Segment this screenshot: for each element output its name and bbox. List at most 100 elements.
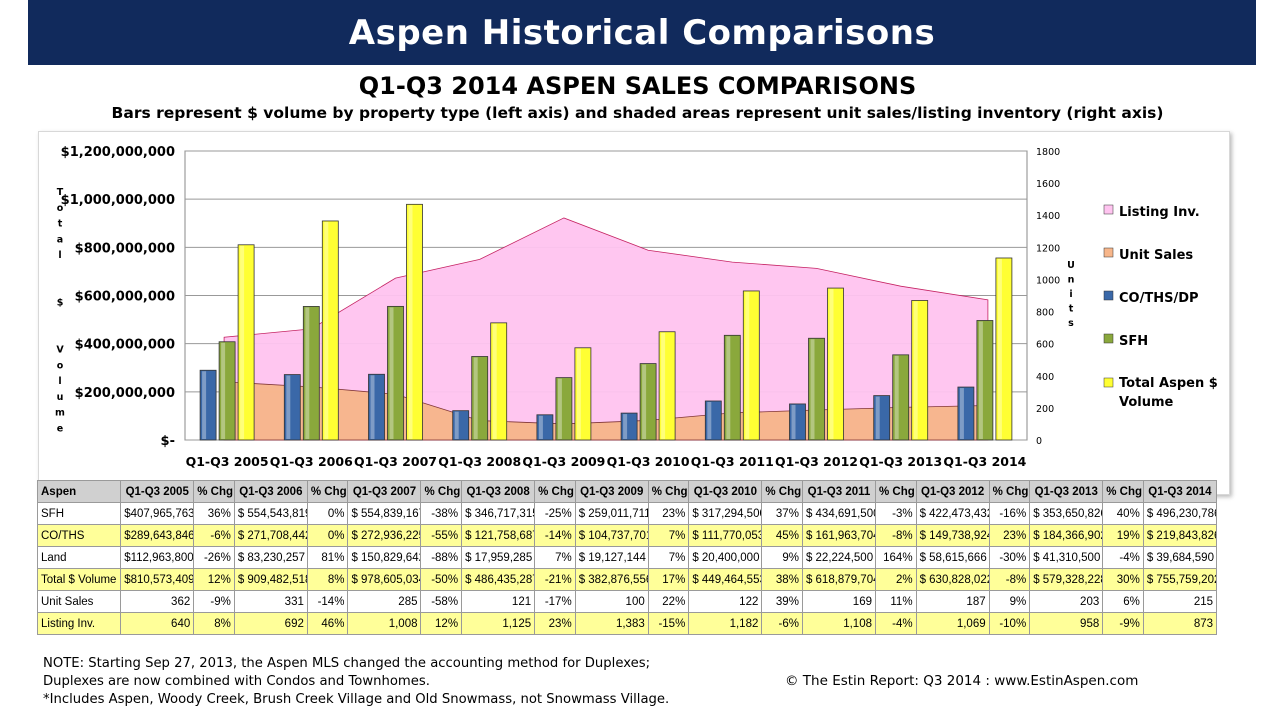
table-cell: -3% <box>874 502 917 525</box>
table-cell: 100 <box>574 590 649 613</box>
table-cell: -4% <box>1102 546 1144 569</box>
left-axis-label-char: a <box>57 234 63 245</box>
table-cell: $ 149,738,924 <box>915 524 990 547</box>
bar-highlight <box>959 388 964 439</box>
bar-total-aspen-volume <box>658 331 676 441</box>
table-header-cell: Q1-Q3 2012 <box>915 480 990 503</box>
category-label: Q1-Q3 2014 <box>943 454 1026 469</box>
legend-label: Unit Sales <box>1119 248 1193 263</box>
table-header-cell: % Chg <box>988 480 1031 503</box>
table-header-cell: % Chg <box>306 480 349 503</box>
table-cell: 285 <box>347 590 422 613</box>
right-axis-label-char: t <box>1069 304 1074 315</box>
table-row-label: Land <box>36 546 122 569</box>
table-cell: 11% <box>874 590 917 613</box>
bar-total-aspen-volume <box>995 257 1013 441</box>
bar-highlight <box>978 321 983 439</box>
left-axis-label-char: T <box>57 187 64 198</box>
left-axis-label-char: l <box>58 376 61 387</box>
bar-highlight <box>454 411 459 439</box>
table-cell: $ 618,879,704 <box>801 568 876 591</box>
bar-highlight <box>240 245 245 439</box>
left-axis-label-char: t <box>58 219 63 230</box>
category-label: Q1-Q3 2013 <box>859 454 942 469</box>
page-banner: Aspen Historical Comparisons <box>28 0 1256 65</box>
table-cell: $ 39,684,590 <box>1142 546 1218 569</box>
table-header-cell: Q1-Q3 2006 <box>233 480 308 503</box>
table-cell: -25% <box>534 502 576 525</box>
legend-swatch <box>1103 333 1114 344</box>
table-cell: 1,383 <box>574 612 649 635</box>
bar-co-ths-dp <box>789 403 806 441</box>
bar-total-aspen-volume <box>321 220 339 441</box>
left-axis-label-char: $ <box>57 297 64 308</box>
table-cell: 17% <box>647 568 690 591</box>
left-axis-tick-label: $- <box>161 434 175 449</box>
bar-co-ths-dp <box>620 412 638 441</box>
bar-highlight <box>557 378 562 439</box>
table-cell: 22% <box>647 590 690 613</box>
table-cell: $810,573,409 <box>120 568 195 591</box>
bar-co-ths-dp <box>283 374 301 441</box>
bar-highlight <box>707 401 712 439</box>
table-cell: $ 630,828,022 <box>915 568 990 591</box>
table-row: Unit Sales 362 -9% 331 -14% 285 -58% 121 -17% 100… <box>36 590 1218 613</box>
table-cell: 1,008 <box>347 612 422 635</box>
table-cell: $ 20,400,000 <box>688 546 763 569</box>
table-cell: -30% <box>988 546 1031 569</box>
right-axis-tick-label: 1000 <box>1036 275 1060 286</box>
table-header-cell: % Chg <box>193 480 235 503</box>
table-cell: 362 <box>120 590 195 613</box>
bar-co-ths-dp <box>452 410 470 441</box>
table-cell: -6% <box>761 612 803 635</box>
bar-co-ths-dp <box>536 414 554 441</box>
table-cell: $ 909,482,518 <box>233 568 308 591</box>
right-axis-tick-label: 1200 <box>1036 243 1060 254</box>
bar-highlight <box>538 415 543 439</box>
table-header-cell: % Chg <box>874 480 917 503</box>
bar-sfh <box>723 334 741 441</box>
bar-co-ths-dp <box>957 386 975 441</box>
table-header-cell: Q1-Q3 2013 <box>1029 480 1104 503</box>
bar-highlight <box>642 364 647 439</box>
bar-total-aspen-volume <box>574 347 592 441</box>
table-cell: $ 184,366,902 <box>1029 524 1104 547</box>
bar-highlight <box>202 371 207 439</box>
table-cell: -8% <box>988 568 1031 591</box>
bar-highlight <box>305 307 310 439</box>
right-axis-tick-label: 600 <box>1036 340 1054 351</box>
bar-highlight <box>492 323 497 439</box>
table-cell: 6% <box>1102 590 1144 613</box>
table-cell: 692 <box>233 612 308 635</box>
bar-sfh <box>387 305 404 441</box>
bar-sfh <box>808 337 825 441</box>
table-header-cell: % Chg <box>647 480 690 503</box>
table-cell: -9% <box>1102 612 1144 635</box>
bar-co-ths-dp <box>368 373 385 441</box>
legend-label: Total Aspen $ <box>1119 376 1218 391</box>
left-axis-label-char: e <box>57 423 63 434</box>
table-cell: 873 <box>1142 612 1218 635</box>
category-label: Q1-Q3 2011 <box>691 454 774 469</box>
table-cell: $ 271,708,442 <box>233 524 308 547</box>
table-cell: $ 104,737,701 <box>574 524 649 547</box>
table-cell: $ 83,230,257 <box>233 546 308 569</box>
source-credit: © The Estin Report: Q3 2014 : www.EstinA… <box>785 673 1139 689</box>
table-cell: $ 486,435,287 <box>461 568 536 591</box>
legend-label: Volume <box>1119 395 1174 410</box>
bar-highlight <box>370 375 375 439</box>
table-cell: $ 41,310,500 <box>1029 546 1104 569</box>
table-cell: -26% <box>193 546 235 569</box>
table-cell: $ 150,829,642 <box>347 546 422 569</box>
table-cell: 0% <box>306 524 349 547</box>
bar-sfh <box>639 363 657 441</box>
bar-sfh <box>976 320 994 441</box>
bar-co-ths-dp <box>704 400 722 441</box>
table-cell: 958 <box>1029 612 1104 635</box>
left-axis-tick-label: $400,000,000 <box>75 338 175 353</box>
table-header-cell: Q1-Q3 2008 <box>461 480 536 503</box>
legend-swatch <box>1103 377 1114 388</box>
table-row: SFH $407,965,763 36% $ 554,543,819 0% $ 554,8… <box>36 502 1218 525</box>
category-label: Q1-Q3 2009 <box>522 454 605 469</box>
table-cell: 36% <box>193 502 235 525</box>
